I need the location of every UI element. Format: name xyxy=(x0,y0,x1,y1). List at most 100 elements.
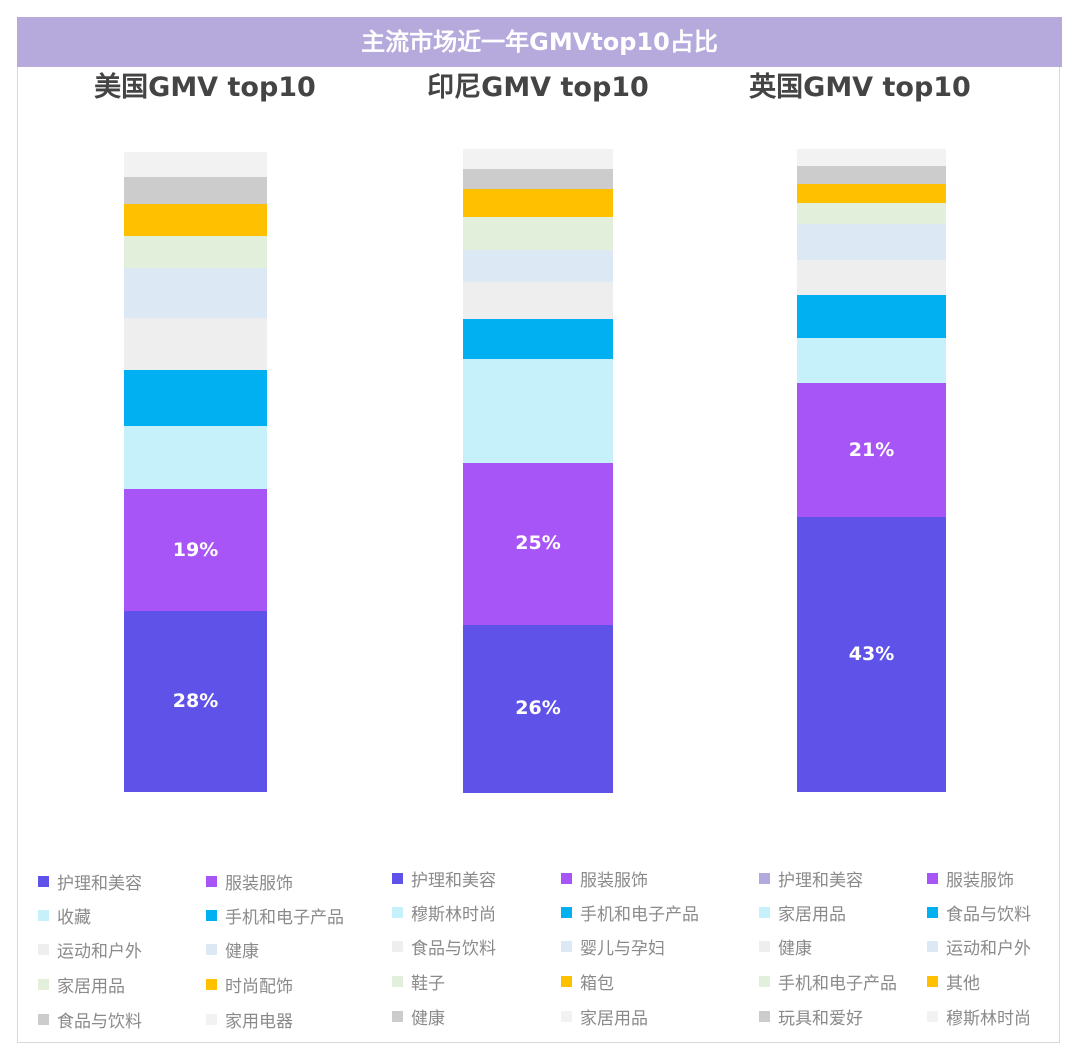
legend-item: 穆斯林时尚 xyxy=(392,901,496,925)
bar-segment xyxy=(463,281,613,320)
legend-swatch xyxy=(759,872,770,884)
legend-label: 服装服饰 xyxy=(580,870,648,891)
legend-item: 婴儿与孕妇 xyxy=(561,935,665,959)
legend-item: 运动和户外 xyxy=(927,935,1031,959)
legend-item: 健康 xyxy=(392,1005,445,1029)
bar-segment xyxy=(463,168,613,190)
legend-label: 健康 xyxy=(225,941,259,962)
bar-segment xyxy=(124,151,267,177)
bar-segment xyxy=(124,369,267,426)
legend-swatch xyxy=(759,975,770,987)
legend-label: 箱包 xyxy=(580,973,614,994)
bar-segment xyxy=(797,337,946,383)
legend-item: 食品与饮料 xyxy=(38,1008,142,1032)
bar-segment xyxy=(463,318,613,360)
legend-item: 运动和户外 xyxy=(38,938,142,962)
legend-label: 运动和户外 xyxy=(57,941,142,962)
legend-swatch xyxy=(206,943,217,955)
legend-label: 家用电器 xyxy=(225,1011,293,1032)
legend-label: 护理和美容 xyxy=(411,870,496,891)
legend-label: 家居用品 xyxy=(580,1008,648,1029)
page-title: 主流市场近一年GMVtop10占比 xyxy=(17,17,1062,67)
legend-swatch xyxy=(759,906,770,918)
bar-segment xyxy=(463,216,613,250)
legend-item: 鞋子 xyxy=(392,970,445,994)
bar-segment xyxy=(463,148,613,170)
legend-item: 箱包 xyxy=(561,970,614,994)
bar-segment xyxy=(463,249,613,283)
bar-segment xyxy=(797,223,946,260)
legend-item: 食品与饮料 xyxy=(927,901,1031,925)
legend-label: 运动和户外 xyxy=(946,938,1031,959)
legend-swatch xyxy=(392,1010,403,1022)
bar-segment xyxy=(124,267,267,318)
legend-label: 手机和电子产品 xyxy=(580,904,699,925)
legend-swatch xyxy=(759,1010,770,1022)
chart-title-us: 美国GMV top10 xyxy=(94,72,316,103)
legend-swatch xyxy=(759,940,770,952)
legend-label: 时尚配饰 xyxy=(225,976,293,997)
legend-label: 婴儿与孕妇 xyxy=(580,938,665,959)
legend-label: 收藏 xyxy=(57,907,91,928)
bar-segment xyxy=(124,425,267,489)
bar-segment xyxy=(124,317,267,371)
legend-label: 家居用品 xyxy=(57,976,125,997)
legend-swatch xyxy=(38,875,49,887)
bar-segment xyxy=(124,176,267,204)
legend-swatch xyxy=(561,872,572,884)
bar-segment xyxy=(797,148,946,166)
bar-segment: 28% xyxy=(124,610,267,792)
legend-item: 时尚配饰 xyxy=(206,973,293,997)
legend-label: 其他 xyxy=(946,973,980,994)
legend-item: 收藏 xyxy=(38,904,91,928)
legend-item: 服装服饰 xyxy=(927,867,1014,891)
bar-segment xyxy=(124,235,267,269)
legend-swatch xyxy=(206,875,217,887)
bar-segment xyxy=(463,358,613,463)
legend-swatch xyxy=(38,1013,49,1025)
legend-swatch xyxy=(392,975,403,987)
legend-swatch xyxy=(927,940,938,952)
legend-label: 手机和电子产品 xyxy=(225,907,344,928)
legend-label: 玩具和爱好 xyxy=(778,1008,863,1029)
legend-label: 护理和美容 xyxy=(57,873,142,894)
legend-item: 健康 xyxy=(759,935,812,959)
chart-title-id: 印尼GMV top10 xyxy=(427,72,649,103)
legend-swatch xyxy=(392,906,403,918)
legend-item: 手机和电子产品 xyxy=(206,904,344,928)
legend-swatch xyxy=(927,872,938,884)
legend-swatch xyxy=(38,909,49,921)
legend-item: 玩具和爱好 xyxy=(759,1005,863,1029)
bar-segment xyxy=(797,259,946,296)
data-label: 26% xyxy=(515,697,561,720)
legend-item: 其他 xyxy=(927,970,980,994)
legend-swatch xyxy=(392,940,403,952)
legend-swatch xyxy=(392,872,403,884)
legend-swatch xyxy=(927,975,938,987)
legend-item: 手机和电子产品 xyxy=(759,970,897,994)
legend-item: 家用电器 xyxy=(206,1008,293,1032)
data-label: 19% xyxy=(172,538,219,561)
chart-frame xyxy=(17,17,1060,1043)
legend-item: 护理和美容 xyxy=(38,870,142,894)
legend-label: 食品与饮料 xyxy=(411,938,496,959)
legend-swatch xyxy=(561,975,572,987)
legend-swatch xyxy=(38,978,49,990)
bar-segment xyxy=(463,188,613,217)
bar-segment: 25% xyxy=(463,462,613,625)
legend-swatch xyxy=(927,906,938,918)
legend-item: 家居用品 xyxy=(561,1005,648,1029)
legend-label: 服装服饰 xyxy=(946,870,1014,891)
legend-item: 护理和美容 xyxy=(759,867,863,891)
legend-swatch xyxy=(206,1013,217,1025)
legend-label: 健康 xyxy=(411,1008,445,1029)
bar-segment xyxy=(797,165,946,184)
legend-item: 健康 xyxy=(206,938,259,962)
data-label: 21% xyxy=(848,438,895,461)
data-label: 43% xyxy=(848,643,895,666)
data-label: 28% xyxy=(172,690,219,713)
legend-item: 服装服饰 xyxy=(206,870,293,894)
legend-item: 手机和电子产品 xyxy=(561,901,699,925)
legend-label: 健康 xyxy=(778,938,812,959)
bar-segment xyxy=(124,203,267,236)
